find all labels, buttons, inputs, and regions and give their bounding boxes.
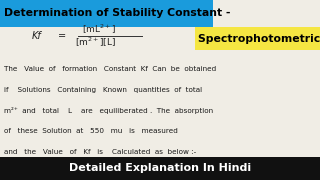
Text: if    Solutions   Containing   Known   quantities  of  total: if Solutions Containing Known quantities… — [4, 87, 202, 93]
Text: =: = — [58, 31, 66, 41]
Text: Spectrophotometric Method: Spectrophotometric Method — [198, 34, 320, 44]
Text: m²⁺  and   total    L    are   equiliberated .  The  absorption: m²⁺ and total L are equiliberated . The … — [4, 107, 213, 114]
Text: Detailed Explanation In Hindi: Detailed Explanation In Hindi — [69, 163, 251, 173]
Bar — [0, 0, 213, 27]
Text: Kf: Kf — [32, 31, 42, 41]
Text: Determination of Stability Constant -: Determination of Stability Constant - — [4, 8, 230, 18]
Text: [m$^{2+}$][L]: [m$^{2+}$][L] — [75, 36, 116, 49]
Text: of   these  Solution  at   550   mu   is   measured: of these Solution at 550 mu is measured — [4, 128, 178, 134]
Bar — [0, 157, 320, 180]
Bar — [195, 27, 320, 50]
Text: and   the   Value   of   Kf   is    Calculated  as  below :-: and the Value of Kf is Calculated as bel… — [4, 149, 196, 155]
Text: The   Value  of   formation   Constant  Kf  Can  be  obtained: The Value of formation Constant Kf Can b… — [4, 66, 216, 72]
Text: [mL$^{2+}$]: [mL$^{2+}$] — [82, 23, 116, 36]
